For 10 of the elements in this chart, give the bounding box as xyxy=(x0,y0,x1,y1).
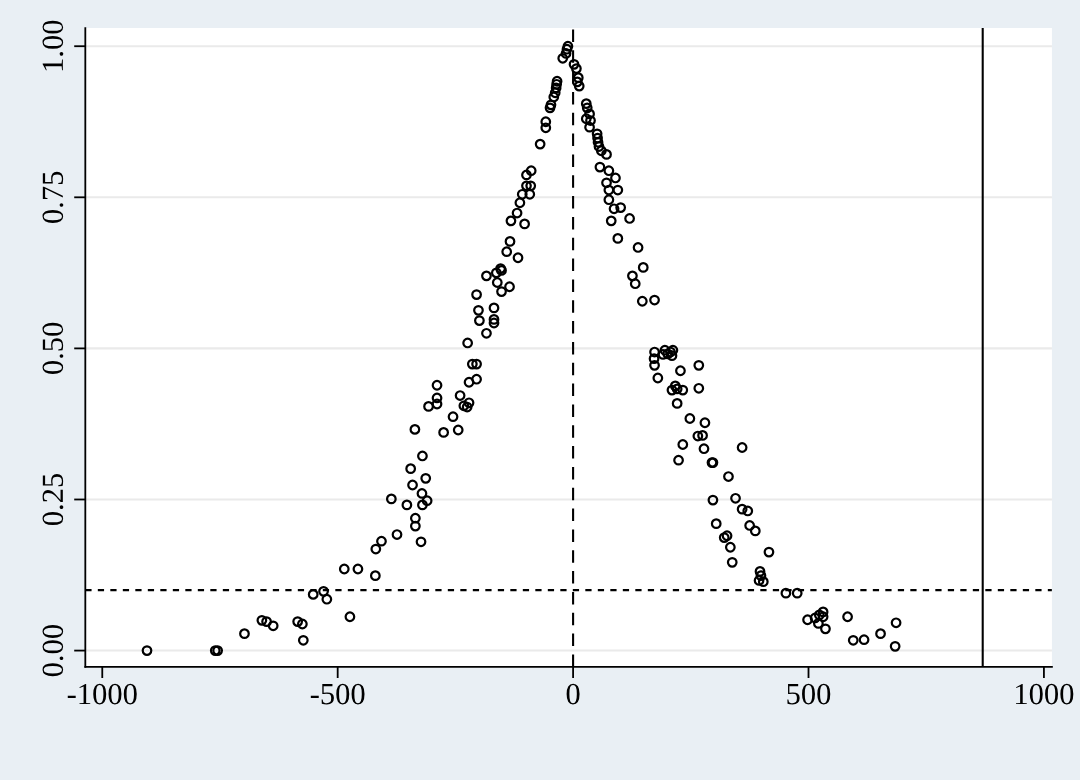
y-tick-label: 0.25 xyxy=(42,473,64,526)
x-tick-label: -500 xyxy=(310,683,365,705)
x-tick-label: 0 xyxy=(566,683,580,705)
y-tick-label: 0.50 xyxy=(42,322,64,374)
y-tick-label: 0.75 xyxy=(42,171,64,223)
x-tick-label: 500 xyxy=(787,683,831,705)
x-tick-label: -1000 xyxy=(67,683,137,705)
y-tick-label: 1.00 xyxy=(42,20,64,71)
x-tick-label: 1000 xyxy=(1016,683,1074,705)
y-tick-label: 0.00 xyxy=(42,625,64,677)
